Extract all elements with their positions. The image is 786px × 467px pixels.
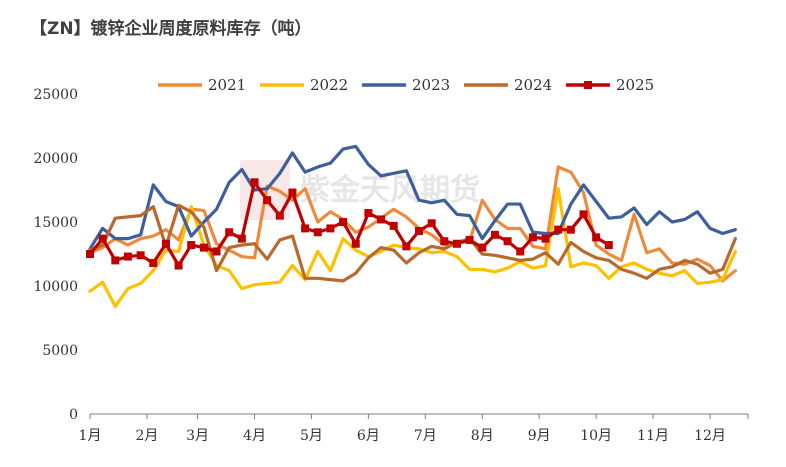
data-point-2025 — [415, 226, 423, 235]
legend-label: 2024 — [514, 76, 552, 94]
chart-legend: 2021 2022 2023 2024 2025 — [158, 76, 654, 94]
legend-item-2024: 2024 — [464, 76, 552, 94]
data-point-2025 — [149, 258, 158, 267]
data-point-2025 — [174, 261, 183, 270]
data-point-2025 — [579, 210, 588, 219]
data-point-2025 — [440, 237, 449, 246]
y-tick-label: 10000 — [33, 279, 78, 295]
data-point-2025 — [528, 233, 537, 242]
data-point-2025 — [123, 252, 132, 261]
data-point-2025 — [604, 241, 613, 250]
x-tick-label: 10月 — [580, 428, 612, 444]
data-point-2025 — [111, 256, 120, 265]
x-tick-label: 2月 — [135, 428, 158, 444]
x-tick-label: 11月 — [637, 428, 669, 444]
data-point-2025 — [452, 239, 461, 248]
legend-label: 2021 — [208, 76, 246, 94]
x-tick-label: 5月 — [300, 428, 323, 444]
y-tick-label: 25000 — [33, 87, 78, 103]
series-line-2022 — [88, 187, 737, 309]
data-point-2025 — [250, 178, 259, 187]
series-layer — [86, 144, 737, 309]
series-2022 — [88, 187, 737, 309]
data-point-2025 — [351, 239, 360, 248]
legend-item-2025: 2025 — [566, 76, 654, 94]
x-tick-label: 7月 — [414, 428, 437, 444]
x-tick-label: 1月 — [79, 428, 102, 444]
series-2024 — [88, 203, 737, 283]
data-point-2025 — [490, 230, 499, 239]
x-tick-label: 4月 — [243, 428, 266, 444]
legend-label: 2025 — [616, 76, 654, 94]
chart-title: 【ZN】镀锌企业周度原料库存（吨） — [30, 19, 312, 39]
data-point-2025 — [301, 224, 310, 233]
data-point-2025 — [427, 219, 436, 228]
watermark-text: 紫金天风期货 — [300, 173, 480, 208]
data-point-2025 — [377, 215, 386, 224]
data-point-2025 — [136, 251, 145, 260]
data-point-2025 — [86, 250, 94, 258]
data-point-2025 — [199, 243, 208, 252]
data-point-2025 — [263, 196, 272, 205]
data-point-2025 — [592, 233, 601, 242]
data-point-2025 — [541, 234, 550, 243]
data-point-2025 — [313, 228, 322, 237]
series-2025 — [86, 178, 613, 270]
y-tick-label: 0 — [69, 407, 78, 423]
data-point-2025 — [275, 211, 284, 220]
data-point-2025 — [339, 218, 348, 226]
data-point-2025 — [566, 225, 575, 234]
data-point-2025 — [288, 188, 297, 197]
chart-axes: 0 5000 10000 15000 20000 25000 1月 2月 3月 4月 5月 6月 7月 8… — [33, 87, 749, 444]
legend-marker — [584, 81, 592, 89]
data-point-2025 — [225, 228, 234, 237]
data-point-2025 — [465, 235, 474, 244]
series-2023 — [88, 144, 737, 251]
legend-label: 2022 — [310, 76, 348, 94]
data-point-2025 — [212, 247, 221, 256]
data-point-2025 — [402, 242, 411, 251]
legend-label: 2023 — [412, 76, 450, 94]
data-point-2025 — [161, 239, 170, 248]
y-tick-label: 20000 — [33, 151, 78, 167]
data-point-2025 — [503, 237, 512, 246]
data-point-2025 — [554, 225, 563, 234]
series-line-2021 — [88, 165, 737, 283]
legend-item-2021: 2021 — [158, 76, 246, 94]
y-tick-label: 15000 — [33, 215, 78, 231]
x-tick-label: 8月 — [471, 428, 494, 444]
x-tick-label: 9月 — [528, 428, 551, 444]
data-point-2025 — [326, 224, 335, 233]
data-point-2025 — [516, 247, 525, 256]
x-tick-label: 3月 — [186, 428, 209, 444]
legend-item-2022: 2022 — [260, 76, 348, 94]
data-point-2025 — [478, 243, 487, 252]
data-point-2025 — [98, 234, 107, 243]
data-point-2025 — [364, 209, 373, 218]
x-tick-label: 12月 — [694, 428, 726, 444]
data-point-2025 — [237, 234, 246, 243]
data-point-2025 — [389, 221, 398, 230]
series-line-2023 — [88, 144, 737, 251]
y-tick-label: 5000 — [42, 343, 78, 359]
series-line-2024 — [88, 203, 737, 283]
x-tick-label: 6月 — [357, 428, 380, 444]
legend-item-2023: 2023 — [362, 76, 450, 94]
series-2021 — [88, 165, 737, 283]
data-point-2025 — [187, 241, 196, 250]
